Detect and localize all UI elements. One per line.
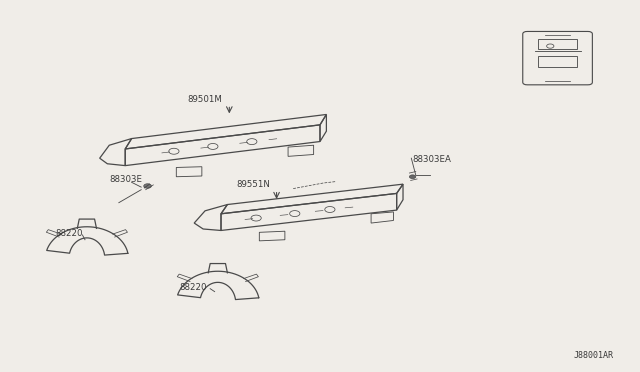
Text: 88303E: 88303E (109, 175, 142, 184)
Text: 88220: 88220 (179, 283, 207, 292)
Bar (538, 56, 577, 67)
Text: 89551N: 89551N (236, 180, 270, 189)
Text: 88303EA: 88303EA (413, 155, 451, 164)
Circle shape (410, 175, 416, 179)
Bar (538, 39, 577, 49)
Text: 88220: 88220 (55, 229, 83, 238)
Text: J88001AR: J88001AR (574, 351, 614, 360)
Text: 89501M: 89501M (188, 94, 223, 103)
Circle shape (144, 184, 152, 188)
